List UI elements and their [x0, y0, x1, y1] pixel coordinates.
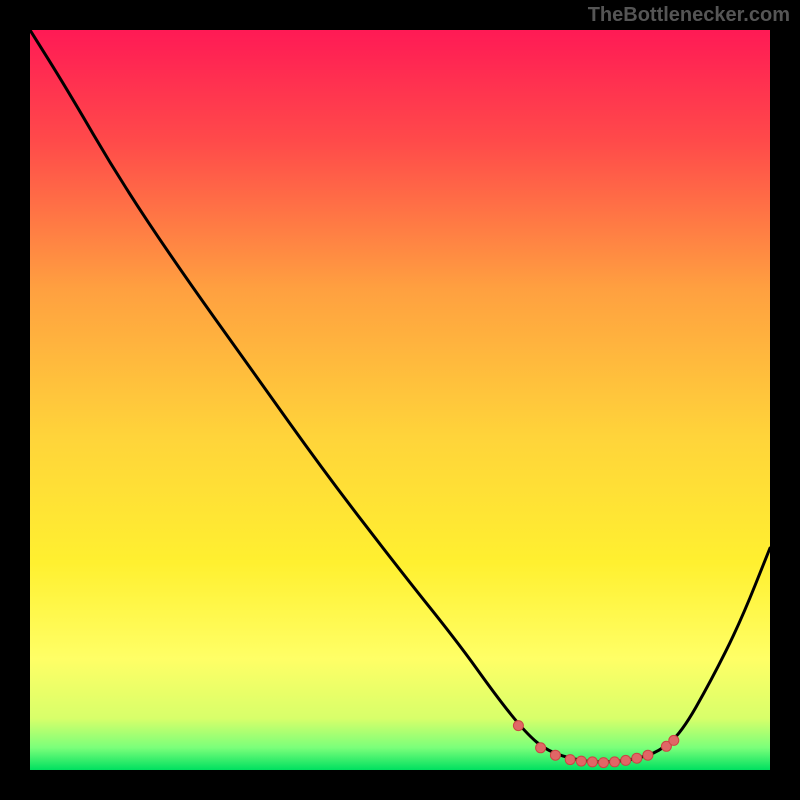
watermark-text: TheBottlenecker.com	[588, 4, 790, 27]
optimum-marker	[643, 750, 653, 760]
optimum-marker	[621, 755, 631, 765]
optimum-marker	[669, 735, 679, 745]
optimum-marker	[536, 743, 546, 753]
optimum-marker	[513, 721, 523, 731]
plot-area	[30, 30, 770, 770]
optimum-marker	[610, 757, 620, 767]
optimum-marker	[599, 758, 609, 768]
curve-layer	[30, 30, 770, 770]
optimum-marker	[576, 756, 586, 766]
optimum-marker	[550, 750, 560, 760]
bottleneck-curve	[30, 30, 770, 762]
chart-container: TheBottlenecker.com	[0, 0, 800, 800]
optimum-marker	[565, 755, 575, 765]
optimum-marker	[632, 753, 642, 763]
optimum-marker	[587, 757, 597, 767]
